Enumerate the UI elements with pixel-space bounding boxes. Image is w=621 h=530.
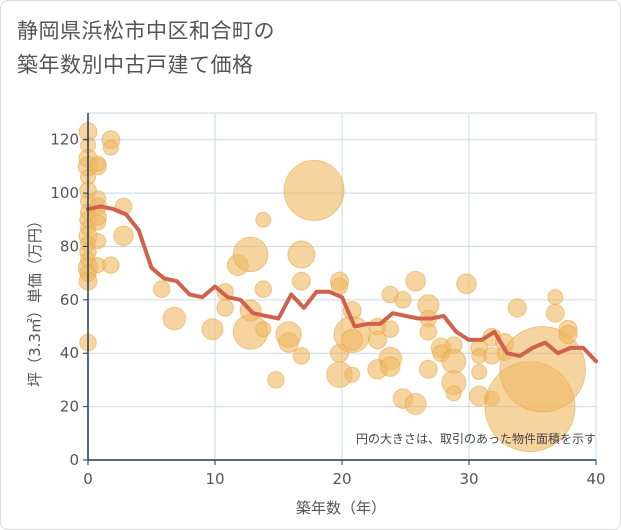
bubble-point xyxy=(292,347,311,365)
bubble-point xyxy=(152,280,171,298)
y-tick-label: 120 xyxy=(50,131,79,149)
bubble-point xyxy=(283,159,345,221)
bubble-point xyxy=(344,366,361,383)
x-tick-label: 20 xyxy=(332,470,351,488)
y-tick-label: 20 xyxy=(60,398,79,416)
bubble-point xyxy=(418,359,438,379)
bubble-point xyxy=(394,291,412,309)
bubble-point xyxy=(507,298,527,318)
x-axis-label: 築年数（年） xyxy=(296,499,386,517)
axes: 0 10 20 30 40 0 20 40 60 80 100 120 xyxy=(50,113,606,488)
bubble-point xyxy=(456,273,477,295)
bubble-point xyxy=(341,328,364,351)
y-tick-label: 100 xyxy=(50,184,79,202)
bubble-point xyxy=(278,332,299,353)
bubble-point xyxy=(201,318,224,341)
bubble-point xyxy=(547,289,564,306)
x-tick-label: 40 xyxy=(586,470,605,488)
chart-title: 静岡県浜松市中区和合町の 築年数別中古戸建て価格 xyxy=(17,19,275,77)
bubble-point xyxy=(404,392,427,415)
bubble-point xyxy=(102,256,120,274)
bubble-point xyxy=(254,280,273,298)
average-line-series xyxy=(86,204,598,364)
x-tick-label: 10 xyxy=(205,470,224,488)
x-tick-label: 0 xyxy=(83,470,93,488)
bubble-point xyxy=(162,306,187,331)
bubble-point xyxy=(287,240,316,269)
bubble-point xyxy=(291,271,311,291)
bubble-series xyxy=(77,122,586,453)
bubble-point xyxy=(471,363,488,380)
bubble-point xyxy=(368,330,388,350)
bubble-point xyxy=(102,139,119,156)
bubble-point xyxy=(90,233,107,250)
bubble-point xyxy=(499,325,586,413)
bubble-point xyxy=(89,157,107,176)
bubble-point xyxy=(419,323,438,341)
x-tick-label: 30 xyxy=(459,470,478,488)
bubble-point xyxy=(255,321,272,338)
bubble-point xyxy=(232,236,269,273)
y-tick-label: 80 xyxy=(60,237,79,255)
bubble-point xyxy=(255,211,272,228)
bubble-point xyxy=(381,320,400,339)
y-tick-label: 40 xyxy=(60,344,79,362)
bubble-point xyxy=(445,385,462,402)
bubble-point xyxy=(545,303,565,323)
bubble-point xyxy=(441,348,467,374)
bubble-point xyxy=(558,325,578,345)
bubble-point xyxy=(379,356,401,377)
y-axis-label: 坪（3.3㎡）単価（万円） xyxy=(26,213,44,387)
bubble-point xyxy=(113,225,134,247)
bubble-point xyxy=(216,299,234,317)
bubble-size-note: 円の大きさは、取引のあった物件面積を示す xyxy=(356,431,596,446)
bubble-point xyxy=(267,371,285,389)
y-tick-label: 0 xyxy=(69,451,79,469)
average-price-line xyxy=(86,204,598,364)
bubble-point xyxy=(90,214,107,231)
y-tick-label: 60 xyxy=(60,291,79,309)
bubble-point xyxy=(405,270,426,292)
